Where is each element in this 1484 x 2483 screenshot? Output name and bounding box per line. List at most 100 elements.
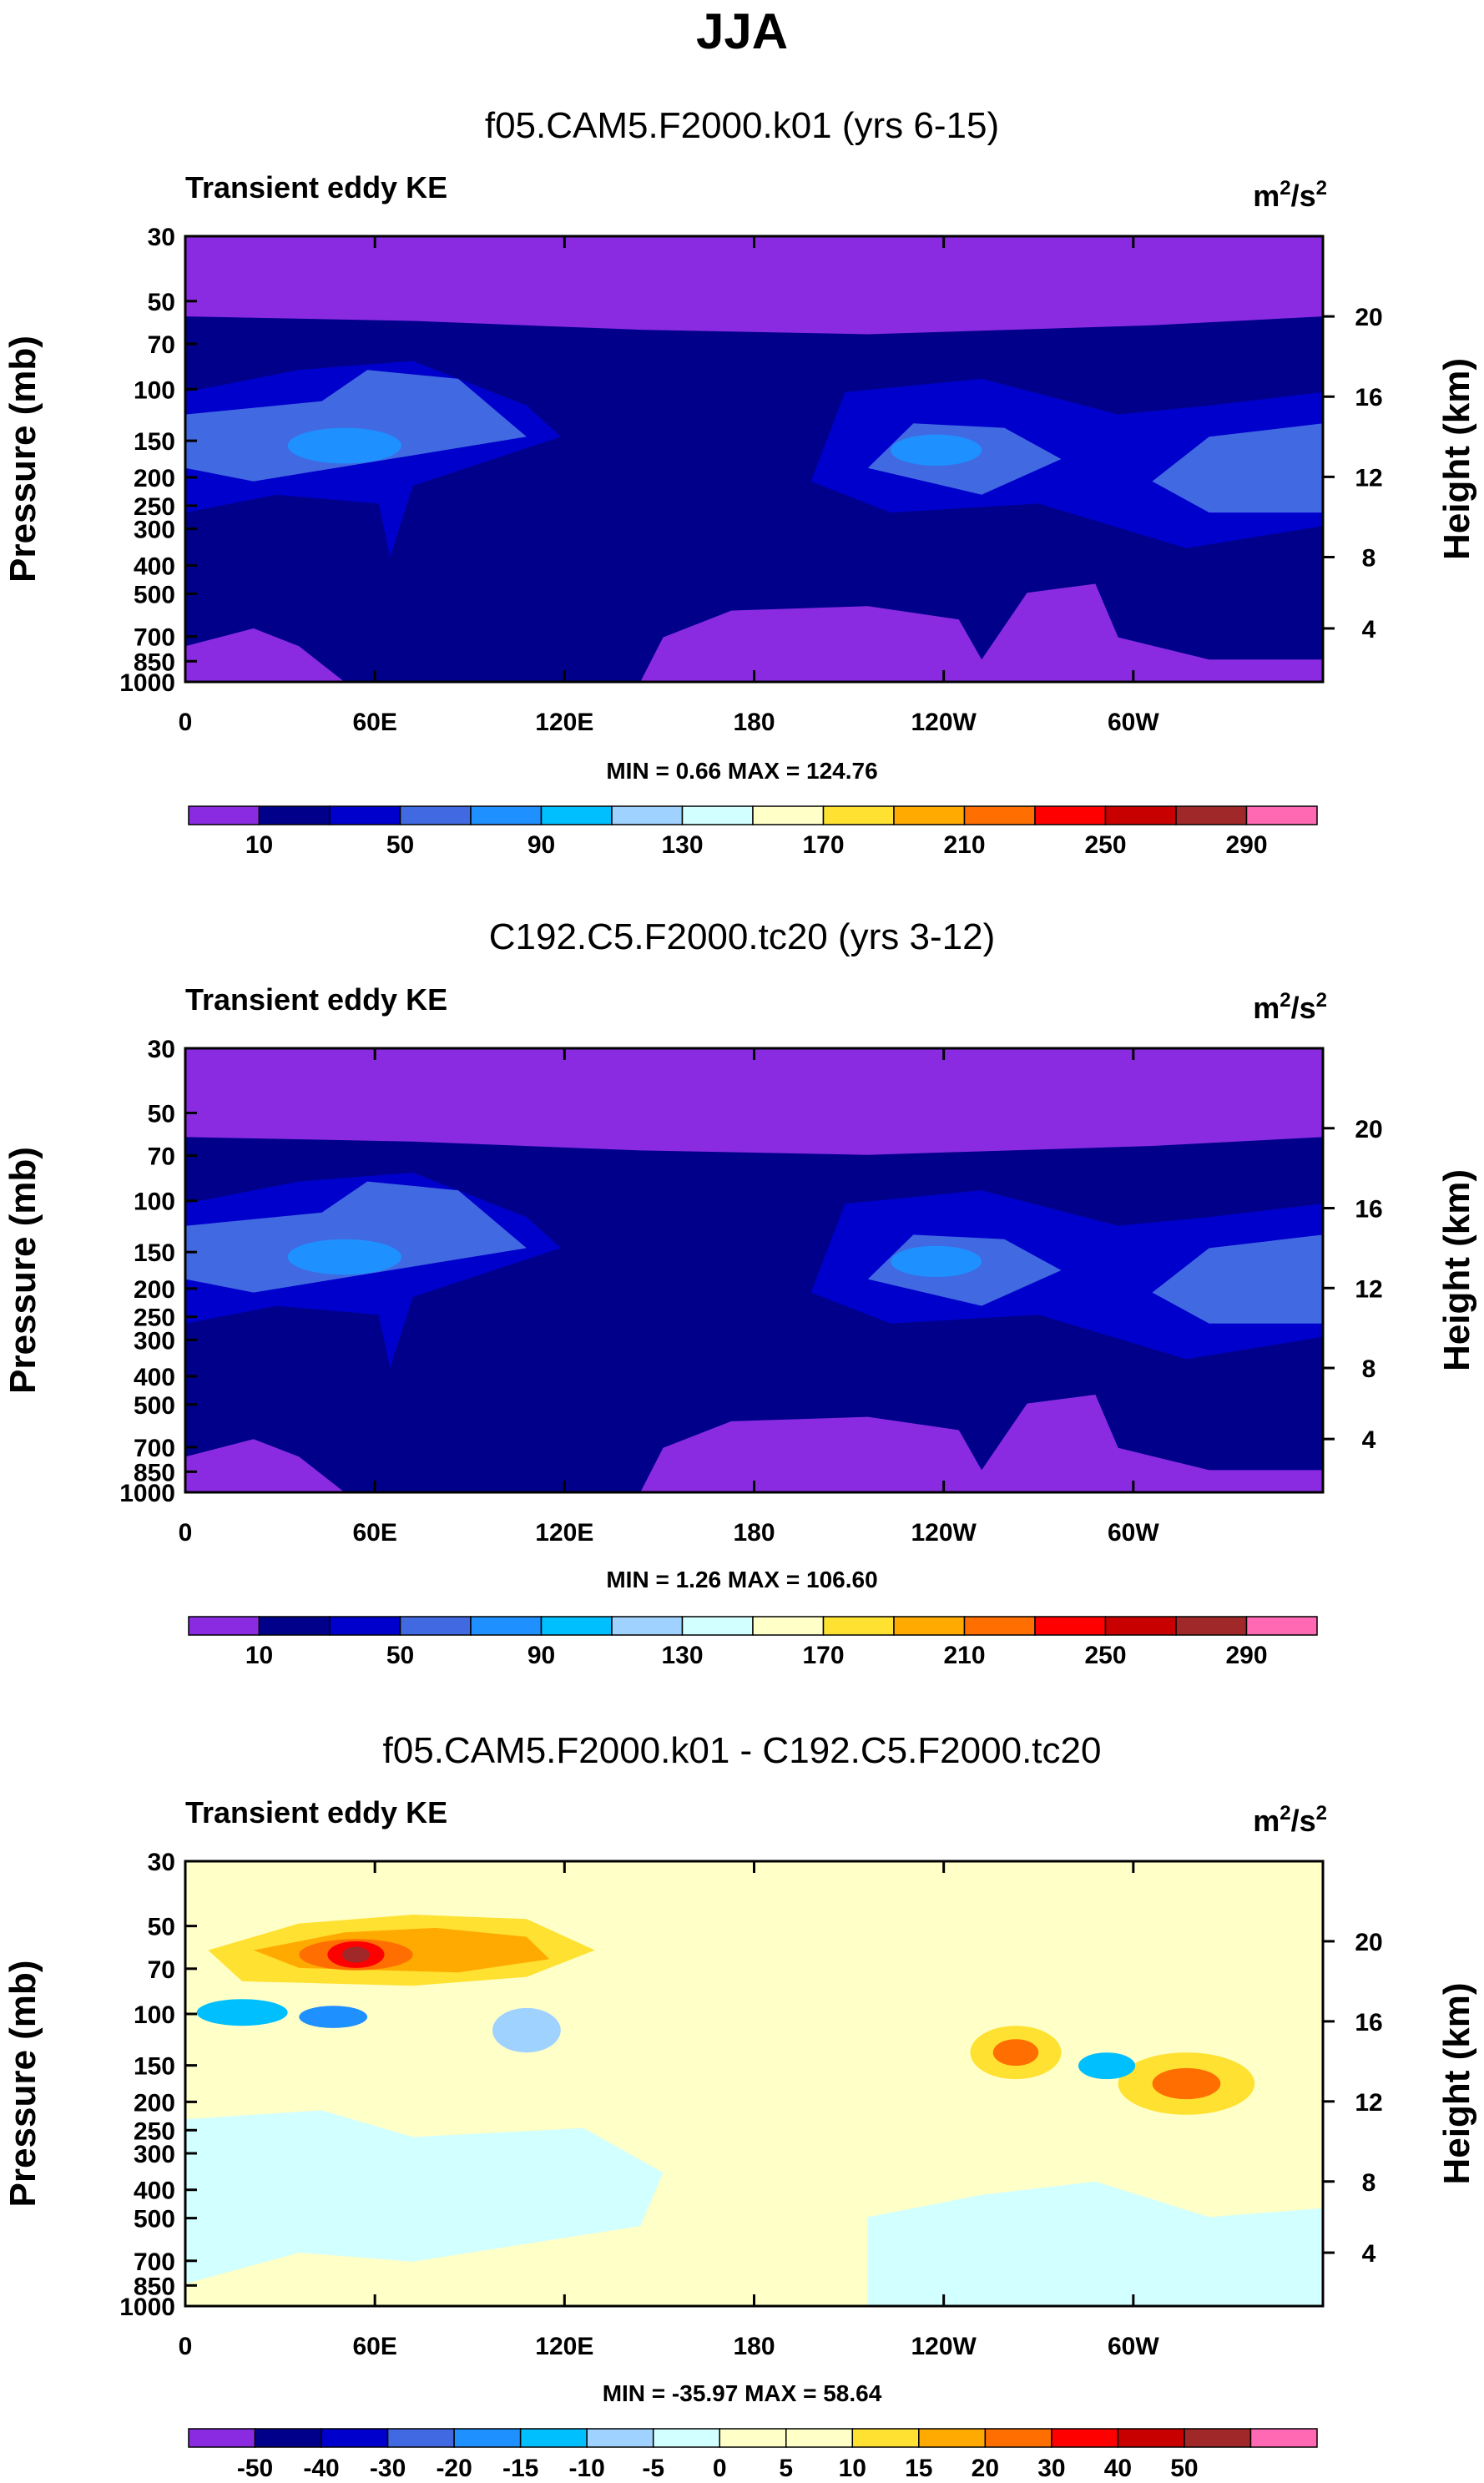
colorbar-box: [1175, 1616, 1248, 1636]
colorbar-box: [681, 1616, 754, 1636]
units-sup: 2: [1280, 1802, 1290, 1824]
y-tick-label: 1000: [119, 1480, 175, 1507]
colorbar-label: 10: [245, 1642, 273, 1669]
colorbar-label: 90: [527, 1642, 555, 1669]
y-tick-label: 300: [134, 2141, 175, 2168]
units-label: m2/s2: [1253, 177, 1327, 213]
colorbar-box: [1184, 2428, 1252, 2448]
y-tick-label: 70: [148, 1143, 175, 1171]
y-tick-label: 200: [134, 1276, 175, 1304]
colorbar-box: [963, 1616, 1036, 1636]
colorbar-label: 5: [779, 2455, 793, 2482]
colorbar-box: [1034, 1616, 1107, 1636]
colorbar-label: 130: [661, 1642, 703, 1669]
level-130-170-core-2: [891, 1245, 982, 1277]
colorbar-box: [893, 805, 966, 825]
x-tick-label: 120W: [911, 709, 977, 736]
colorbar-box: [1245, 1616, 1318, 1636]
x-tick-label: 120E: [535, 2333, 593, 2360]
y-tick-label: 850: [134, 1459, 175, 1486]
height-tick-label: 8: [1362, 544, 1376, 572]
y-tick-label: 700: [134, 1435, 175, 1462]
colorbar-label: -30: [370, 2455, 406, 2482]
units-label: m2/s2: [1253, 989, 1327, 1025]
colorbar-box: [785, 2428, 854, 2448]
y-tick-label: 100: [134, 2001, 175, 2029]
height-tick-label: 8: [1362, 1355, 1376, 1383]
colorbar-box: [470, 1616, 543, 1636]
height-tick-label: 4: [1362, 2240, 1376, 2268]
panel-1: f05.CAM5.F2000.k01 (yrs 6-15) Transient e…: [3, 105, 1477, 859]
y-axis-label: Pressure (mb): [3, 1961, 43, 2208]
height-tick-label: 20: [1355, 1929, 1382, 1956]
level-90-130-west: [185, 370, 527, 482]
colorbar-box: [918, 2428, 987, 2448]
level-50-90-east: [810, 1190, 1323, 1360]
level-neg20-neg15: [299, 2006, 368, 2028]
y-tick-label: 150: [134, 2053, 175, 2081]
colorbar-box: [963, 805, 1036, 825]
colorbar-box: [752, 1616, 825, 1636]
y-tick-label: 500: [134, 1392, 175, 1420]
colorbar-label: -5: [642, 2455, 664, 2482]
level-0-10-lower: [640, 1395, 1323, 1492]
y-tick-label: 100: [134, 1189, 175, 1216]
colorbar-label: 50: [1170, 2455, 1198, 2482]
y-tick-label: 70: [148, 331, 175, 359]
panel-subtitle: Transient eddy KE: [185, 982, 447, 1017]
y-axis-label: Pressure (mb): [3, 1147, 43, 1394]
main-title: JJA: [696, 3, 788, 59]
panel-title: f05.CAM5.F2000.k01 (yrs 6-15): [485, 105, 999, 146]
colorbar-label: -40: [303, 2455, 339, 2482]
level-neg5-0-west: [185, 2110, 664, 2284]
contour-field: [185, 1048, 1323, 1492]
colorbar-box: [188, 805, 260, 825]
colorbar-box: [893, 1616, 966, 1636]
colorbar-box: [386, 2428, 455, 2448]
colorbar-box: [329, 1616, 401, 1636]
units-sup: 2: [1316, 1802, 1327, 1824]
panel-title: C192.C5.F2000.tc20 (yrs 3-12): [489, 916, 996, 957]
level-neg15-neg10-west: [196, 1999, 288, 2026]
x-tick-label: 60E: [352, 1519, 396, 1547]
y-tick-label: 850: [134, 2273, 175, 2300]
colorbar-box: [611, 1616, 684, 1636]
y-tick-label: 30: [148, 224, 175, 251]
colorbar-label: 210: [943, 831, 985, 859]
x-tick-label: 120W: [911, 2333, 977, 2360]
colorbar-box: [1104, 805, 1177, 825]
colorbar-label: 0: [713, 2455, 727, 2482]
units-mid: /s: [1291, 179, 1316, 213]
level-neg10-neg5: [492, 2007, 561, 2053]
colorbar-box: [453, 2428, 522, 2448]
colorbar-label: 250: [1084, 831, 1126, 859]
colorbar-box: [254, 2428, 322, 2448]
y-axis-label: Pressure (mb): [3, 336, 43, 583]
colorbar-box: [822, 1616, 895, 1636]
y-tick-label: 250: [134, 493, 175, 521]
colorbar-label: 170: [802, 1642, 844, 1669]
min-max-stats: MIN = 1.26 MAX = 106.60: [606, 1567, 877, 1592]
x-tick-label: 60E: [352, 2333, 396, 2360]
y-tick-label: 400: [134, 1364, 175, 1391]
colorbar-box: [681, 805, 754, 825]
height-tick-label: 12: [1355, 2089, 1382, 2117]
height-tick-label: 20: [1355, 1116, 1382, 1143]
units-base: m: [1253, 1804, 1280, 1838]
y-tick-label: 700: [134, 624, 175, 652]
y-tick-label: 250: [134, 2117, 175, 2145]
y-tick-label: 300: [134, 517, 175, 544]
colorbar-box: [586, 2428, 654, 2448]
colorbar-box: [1249, 2428, 1318, 2448]
y-tick-label: 30: [148, 1036, 175, 1063]
min-max-stats: MIN = 0.66 MAX = 124.76: [606, 758, 877, 784]
height-tick-label: 4: [1362, 1426, 1376, 1454]
height-tick-label: 12: [1355, 464, 1382, 492]
colorbar-box: [719, 2428, 787, 2448]
x-tick-label: 120E: [535, 709, 593, 736]
units-label: m2/s2: [1253, 1802, 1327, 1838]
panel-3: f05.CAM5.F2000.k01 - C192.C5.F2000.tc20 T…: [3, 1730, 1477, 2482]
level-0-10-strat: [185, 236, 1323, 335]
y-tick-label: 50: [148, 289, 175, 316]
colorbar-box: [1245, 805, 1318, 825]
